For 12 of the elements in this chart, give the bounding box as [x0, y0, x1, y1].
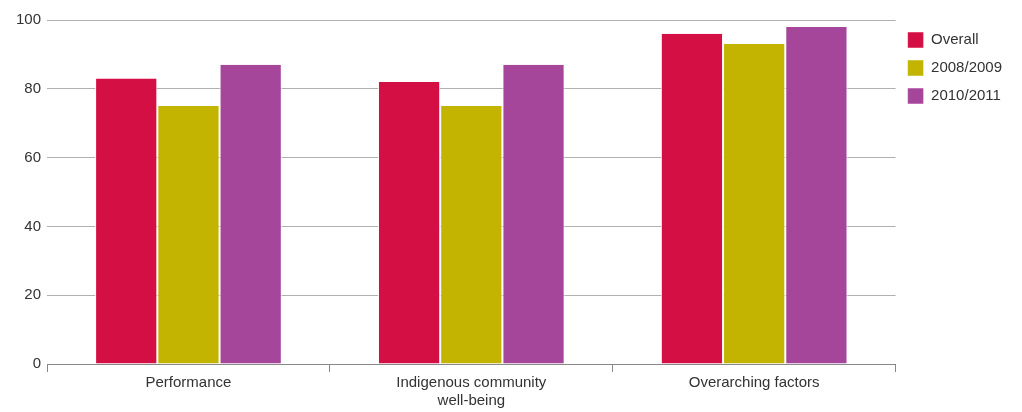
y-tick-label: 0 — [32, 354, 42, 372]
y-tick-label: 40 — [24, 216, 42, 234]
x-tick-label: Overarching factors — [688, 373, 820, 391]
y-tick-label: 20 — [24, 285, 42, 303]
legend-label: 2010/2011 — [931, 86, 1001, 104]
x-tick-label: Performance — [145, 373, 232, 391]
legend-label: Overall — [931, 30, 979, 48]
y-tick-label: 60 — [24, 147, 42, 165]
x-tick-label: Indigenous community well-being — [396, 373, 547, 409]
legend-label: 2008/2009 — [931, 58, 1002, 76]
y-tick-label: 80 — [24, 78, 42, 96]
y-tick-label: 100 — [16, 10, 42, 28]
